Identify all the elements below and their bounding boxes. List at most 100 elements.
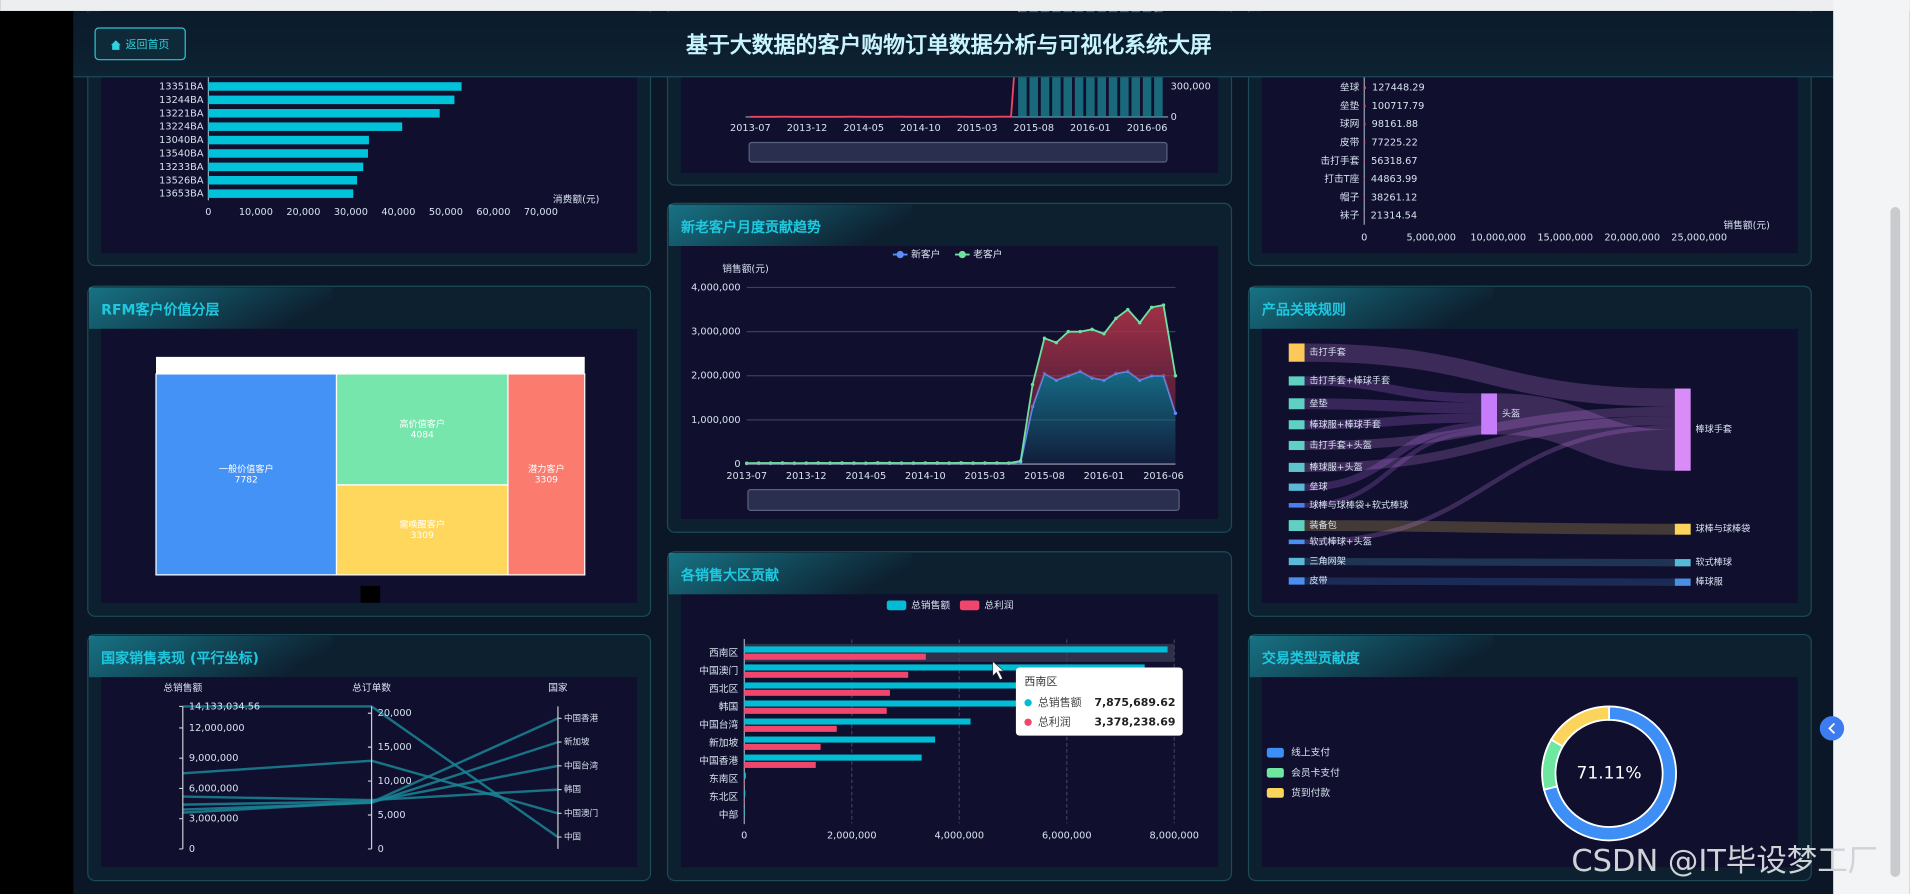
node-label: 垒垫 (1309, 397, 1327, 409)
x-tick-label: 2015-03 (957, 123, 998, 134)
sankey-node (1288, 483, 1305, 491)
sankey-node (1288, 462, 1305, 472)
x-tick-label: 2015-08 (1013, 123, 1054, 134)
treemap-breadcrumb (360, 585, 381, 603)
y-tick-label: 球网 (1340, 117, 1359, 130)
y-tick-label: 袜子 (1340, 209, 1360, 222)
bar (208, 149, 368, 158)
y-tick-label: 12,000,000 (189, 723, 245, 734)
legend-swatch (959, 600, 980, 611)
home-button[interactable] (94, 27, 186, 61)
x-tick-label: 0 (1361, 233, 1367, 244)
sankey-node (1674, 388, 1691, 471)
x-tick-label: 2,000,000 (827, 831, 877, 842)
y-tick-label: 13221BA (159, 108, 204, 119)
legend-dot (958, 250, 966, 259)
tooltip-value: 7,875,689.62 (1094, 696, 1175, 709)
node-label: 垒球 (1309, 481, 1327, 493)
bar (208, 95, 455, 105)
bar (744, 808, 745, 815)
sankey-node (1674, 559, 1691, 567)
bar (744, 653, 926, 660)
side-toggle[interactable] (1819, 716, 1845, 741)
y-tick-label: 9,000,000 (189, 753, 239, 764)
chart: 0 5,000,000 10,000,000 15,000,000 20,000,000… (1320, 73, 1770, 244)
sankey-link (1304, 343, 1675, 407)
node-label: 棒球服+棒球手套 (1309, 418, 1381, 430)
home-button-label[interactable]: 返回首页 (126, 37, 170, 51)
category-label: 中国台湾 (564, 760, 599, 771)
panel: 产品关联规则击打手套击打手套+棒球手套垒垫棒球服+棒球手套击打手套+头盔棒球服+… (1247, 285, 1812, 617)
x-tick-label: 2015-03 (965, 471, 1006, 482)
page-title: 基于大数据的客户购物订单数据分析与可视化系统大屏 (686, 32, 1212, 58)
y-tick-label: 2,000,000 (691, 371, 741, 382)
point (1066, 329, 1070, 334)
x-axis-name: 消费额(元) (553, 193, 600, 206)
sankey-link (1304, 413, 1482, 430)
y-tick-label: 东南区 (709, 772, 738, 785)
panel-title: 产品关联规则 (1262, 302, 1346, 319)
x-axis-name: 销售额(元) (1723, 218, 1770, 231)
treemap-cell (507, 373, 586, 576)
y-tick-label: 3,000,000 (691, 327, 741, 338)
point (1173, 374, 1178, 378)
legend-label: 新客户 (911, 248, 940, 261)
y-tick-label: 0 (734, 459, 740, 470)
point (1030, 382, 1035, 387)
data-zoom (747, 489, 1180, 511)
tooltip-name: 总销售额 (1038, 695, 1082, 709)
x-tick-label: 2016-06 (1143, 471, 1184, 482)
y-tick-label: 韩国 (719, 700, 738, 713)
bar (1364, 86, 1366, 89)
panel: 新老客户月度贡献趋势 0 1,000,000 2,000,000 3,000,000 4,… (666, 202, 1233, 533)
bar (744, 761, 816, 768)
x-tick-label: 2016-01 (1084, 471, 1125, 482)
node-label: 击打手套+头盔 (1309, 439, 1371, 451)
node-label: 皮带 (1309, 574, 1327, 586)
area (746, 371, 1176, 465)
node-label: 头盔 (1502, 407, 1520, 419)
chart: 击打手套击打手套+棒球手套垒垫棒球服+棒球手套击打手套+头盔棒球服+头盔垒球球棒… (1288, 343, 1750, 588)
value-label: 44863.99 (1371, 174, 1417, 185)
cell-value: 7782 (235, 475, 258, 485)
node-label: 装备包 (1309, 519, 1336, 531)
sankey-node (1288, 343, 1305, 362)
y-tick-label: 10,000 (378, 776, 412, 787)
panel-title: 新老客户月度贡献趋势 (681, 219, 821, 236)
bar (208, 175, 358, 185)
x-tick-label: 4,000,000 (934, 831, 984, 842)
sankey-node (1288, 376, 1305, 386)
y-tick-label: 0 (378, 844, 384, 855)
sankey-link (1304, 422, 1482, 491)
x-tick-label: 60,000 (476, 207, 510, 218)
category-label: 中国澳门 (564, 808, 598, 819)
chart: 0 10,000 20,000 30,000 40,000 50,000 60,000 70,… (159, 74, 600, 218)
point (1042, 336, 1047, 340)
node-label: 棒球手套 (1696, 423, 1733, 435)
bar (208, 162, 364, 172)
scrollbar[interactable] (1890, 207, 1901, 877)
y-tick-label: 西南区 (709, 646, 738, 659)
value-label: 38261.12 (1371, 192, 1417, 203)
point (1161, 303, 1166, 307)
sankey-node (1288, 398, 1305, 410)
area (746, 305, 1176, 464)
axis-name: 总销售额 (163, 681, 202, 694)
tooltip-dot (1024, 718, 1032, 726)
sankey-node (1288, 440, 1305, 451)
value-label: 100717.79 (1372, 101, 1425, 112)
point (1126, 307, 1130, 312)
panel-glow (668, 552, 913, 595)
x-tick-label: 25,000,000 (1671, 233, 1727, 244)
sankey-link (1304, 425, 1675, 545)
panel-glow (668, 204, 913, 247)
center-label: 71.11% (1577, 763, 1642, 783)
y-tick-label: 垒球 (1340, 81, 1360, 94)
node-label: 软式棒球+头盔 (1309, 535, 1371, 547)
bar (744, 736, 936, 743)
x-tick-label: 15,000,000 (1537, 233, 1593, 244)
bar (744, 754, 922, 761)
x-tick-label: 5,000,000 (1406, 233, 1456, 244)
